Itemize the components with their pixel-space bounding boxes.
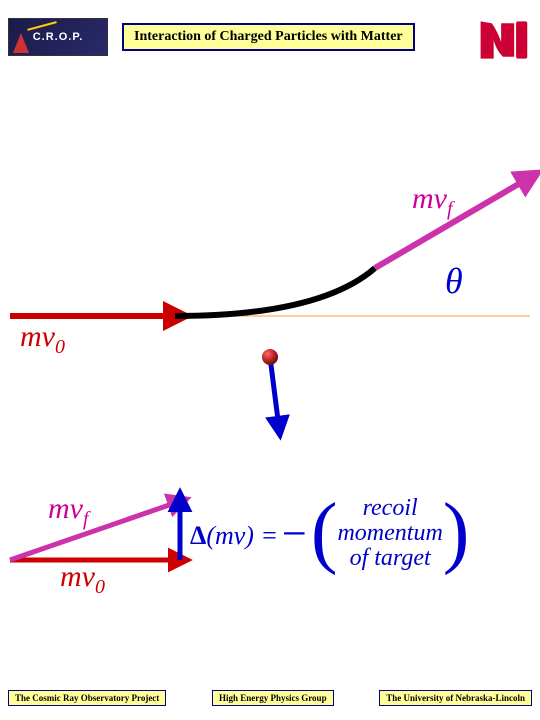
label-mv0-left-base: mv	[20, 320, 55, 353]
equation-line1: recoil	[363, 496, 418, 521]
label-mvf-bottom: mvf	[48, 492, 89, 531]
diagram-svg	[0, 0, 540, 720]
equation-line3: of target	[350, 546, 431, 571]
equation-delta-symbol: Δ	[190, 521, 206, 551]
label-mvf-top: mvf	[412, 182, 453, 221]
target-particle	[262, 349, 278, 365]
label-mvf-top-base: mv	[412, 182, 447, 215]
label-mvf-bottom-base: mv	[48, 492, 83, 525]
logo-text: C.R.O.P.	[33, 31, 84, 43]
logo-beam	[27, 21, 56, 31]
label-mvf-bottom-sub: f	[83, 508, 89, 530]
nebraska-logo	[474, 12, 532, 68]
equation-stack: recoil momentum of target	[337, 496, 442, 572]
footer-left: The Cosmic Ray Observatory Project	[8, 690, 166, 706]
page-title: Interaction of Charged Particles with Ma…	[122, 23, 415, 51]
crop-logo: C.R.O.P.	[8, 18, 108, 56]
label-mv0-bottom-sub: 0	[95, 576, 105, 598]
label-mv0-bottom-base: mv	[60, 560, 95, 593]
equation-lhs: (mv) =	[206, 521, 278, 551]
label-mv0-left: mv0	[20, 320, 65, 359]
equation-minus: −	[282, 508, 307, 559]
label-mv0-left-sub: 0	[55, 336, 65, 358]
label-mvf-top-sub: f	[447, 198, 453, 220]
logo-triangle	[13, 33, 29, 53]
trajectory-curve	[175, 268, 375, 316]
equation-line2: momentum	[337, 521, 442, 546]
recoil-arrow	[270, 357, 278, 420]
triangle-mvf-arrow	[10, 504, 172, 560]
equation-delta-mv: Δ(mv) = − ( recoil momentum of target )	[190, 498, 469, 574]
footer-center: High Energy Physics Group	[212, 690, 334, 706]
equation-lparen: (	[311, 500, 338, 564]
equation-rparen: )	[443, 500, 470, 564]
footer-right: The University of Nebraska-Lincoln	[379, 690, 532, 706]
label-theta: θ	[445, 260, 463, 302]
label-mv0-bottom: mv0	[60, 560, 105, 599]
footer: The Cosmic Ray Observatory Project High …	[0, 690, 540, 706]
